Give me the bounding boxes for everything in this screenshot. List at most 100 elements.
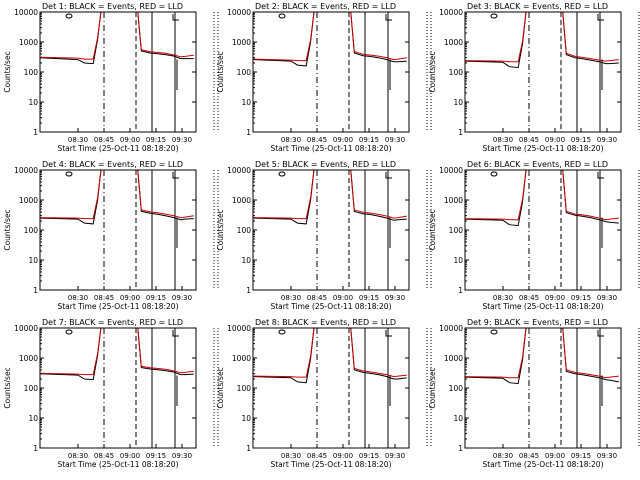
x-axis-label: Start Time (25-Oct-11 08:18:20) [57, 302, 178, 311]
data-series-line [40, 328, 194, 376]
y-tick-label: 100 [237, 384, 252, 393]
event-marker-glyph [65, 171, 73, 177]
x-tick-label: 08:30 [68, 452, 88, 460]
x-axis-label: Start Time (25-Oct-11 08:18:20) [482, 460, 603, 469]
x-tick-label: 08:45 [94, 294, 114, 302]
x-tick-label: 08:30 [493, 294, 513, 302]
x-tick-label: 08:30 [281, 294, 301, 302]
chart-panel: 1 10 100 1000 10000 08:30 08:45 09:00 09:15 09:30… [216, 160, 432, 311]
y-tick-label: 100 [24, 68, 39, 77]
y-tick-label: 100 [24, 384, 39, 393]
y-tick-label: 100 [237, 68, 252, 77]
plot-frame [39, 169, 197, 291]
y-tick-label: 10000 [14, 166, 38, 175]
x-tick-label: 08:45 [94, 452, 114, 460]
y-axis-label: Counts/sec [216, 209, 225, 250]
y-tick-label: 10 [28, 98, 38, 107]
data-series-line [465, 170, 619, 227]
data-series-line [253, 328, 407, 384]
x-tick-label: 08:45 [307, 294, 327, 302]
y-tick-label: 1 [458, 286, 463, 295]
y-tick-label: 10000 [227, 8, 251, 17]
y-tick-label: 1 [246, 128, 251, 137]
y-tick-label: 1000 [444, 196, 463, 205]
y-tick-label: 10 [241, 256, 251, 265]
x-tick-label: 09:30 [172, 452, 192, 460]
event-marker-glyph [65, 329, 73, 335]
chart-title: Det 1: BLACK = Events, RED = LLD [42, 2, 183, 11]
chart-title: Det 4: BLACK = Events, RED = LLD [42, 160, 183, 169]
chart-panel: 1 10 100 1000 10000 08:30 08:45 09:00 09:15 09:30… [3, 318, 219, 469]
plot-frame [252, 169, 410, 291]
data-series-line [40, 12, 194, 60]
y-tick-label: 10000 [14, 324, 38, 333]
x-axis-label: Start Time (25-Oct-11 08:18:20) [270, 144, 391, 153]
event-marker-glyph [597, 172, 604, 179]
x-tick-label: 09:15 [146, 294, 166, 302]
y-tick-label: 1000 [232, 38, 251, 47]
y-tick-label: 1000 [19, 38, 38, 47]
chart-title: Det 9: BLACK = Events, RED = LLD [467, 318, 608, 327]
y-tick-label: 100 [24, 226, 39, 235]
y-tick-label: 1 [246, 286, 251, 295]
y-tick-label: 1000 [19, 196, 38, 205]
chart-title: Det 8: BLACK = Events, RED = LLD [255, 318, 396, 327]
event-marker-glyph [385, 172, 392, 179]
x-tick-label: 09:15 [359, 452, 379, 460]
y-tick-label: 10 [28, 414, 38, 423]
y-tick-label: 10 [241, 414, 251, 423]
x-tick-label: 08:30 [493, 136, 513, 144]
x-axis-label: Start Time (25-Oct-11 08:18:20) [482, 302, 603, 311]
y-tick-label: 10 [241, 98, 251, 107]
y-tick-label: 1 [458, 128, 463, 137]
x-tick-label: 09:15 [146, 452, 166, 460]
x-tick-label: 09:30 [385, 294, 405, 302]
x-tick-label: 09:30 [172, 136, 192, 144]
event-marker-glyph [278, 171, 286, 177]
y-tick-label: 10 [28, 256, 38, 265]
y-tick-label: 1 [33, 444, 38, 453]
y-tick-label: 1000 [444, 38, 463, 47]
plot-frame [464, 11, 622, 133]
y-tick-label: 1 [458, 444, 463, 453]
y-tick-label: 100 [449, 226, 464, 235]
y-tick-label: 1 [33, 128, 38, 137]
x-tick-label: 08:30 [281, 136, 301, 144]
x-tick-label: 09:30 [385, 136, 405, 144]
y-axis-label: Counts/sec [428, 367, 437, 408]
x-tick-label: 08:45 [307, 136, 327, 144]
x-tick-label: 09:15 [146, 136, 166, 144]
x-tick-label: 09:30 [597, 294, 617, 302]
data-series-line [465, 12, 619, 69]
chart-panel: 1 10 100 1000 10000 08:30 08:45 09:00 09:15 09:30… [216, 318, 432, 469]
event-marker-glyph [385, 14, 392, 21]
chart-title: Det 6: BLACK = Events, RED = LLD [467, 160, 608, 169]
y-tick-label: 1 [246, 444, 251, 453]
chart-title: Det 7: BLACK = Events, RED = LLD [42, 318, 183, 327]
x-tick-label: 09:00 [333, 452, 353, 460]
x-tick-label: 08:30 [493, 452, 513, 460]
event-marker-glyph [597, 330, 604, 337]
x-tick-label: 08:45 [307, 452, 327, 460]
chart-panel: 1 10 100 1000 10000 08:30 08:45 09:00 09:15 09:30… [3, 160, 219, 311]
y-tick-label: 10000 [439, 324, 463, 333]
y-axis-label: Counts/sec [428, 209, 437, 250]
x-tick-label: 09:00 [545, 136, 565, 144]
y-axis-label: Counts/sec [3, 367, 12, 408]
chart-title: Det 3: BLACK = Events, RED = LLD [467, 2, 608, 11]
x-tick-label: 09:15 [571, 294, 591, 302]
data-series-line [253, 12, 407, 62]
x-tick-label: 08:45 [94, 136, 114, 144]
y-tick-label: 10000 [439, 166, 463, 175]
x-tick-label: 08:30 [68, 294, 88, 302]
plot-frame [39, 11, 197, 133]
y-tick-label: 10000 [227, 324, 251, 333]
x-tick-label: 09:15 [359, 294, 379, 302]
x-tick-label: 08:45 [519, 136, 539, 144]
y-tick-label: 1000 [19, 354, 38, 363]
x-tick-label: 09:00 [120, 136, 140, 144]
y-tick-label: 1 [33, 286, 38, 295]
x-axis-label: Start Time (25-Oct-11 08:18:20) [57, 144, 178, 153]
y-tick-label: 10 [453, 256, 463, 265]
